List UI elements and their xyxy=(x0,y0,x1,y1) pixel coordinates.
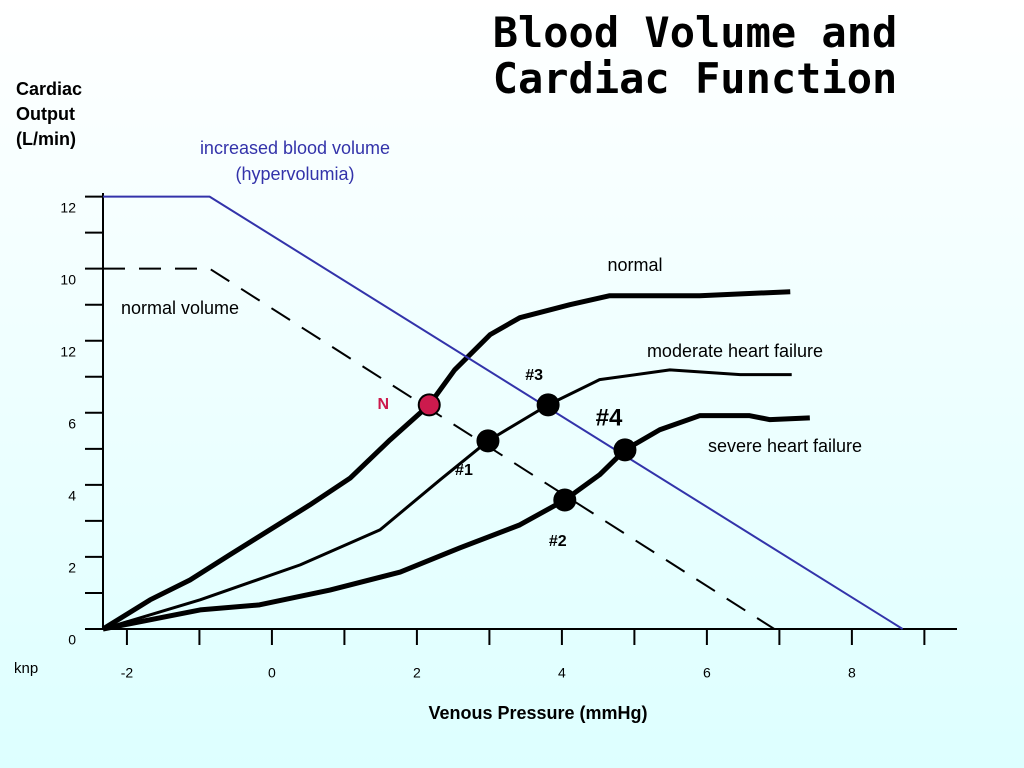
point-label: #1 xyxy=(455,462,473,479)
x-axis-title: Venous Pressure (mmHg) xyxy=(428,703,648,723)
series-label: severe heart failure xyxy=(707,436,863,456)
point-label: #3 xyxy=(525,367,543,384)
operating-point xyxy=(476,429,500,453)
series-label: increased blood volume (hypervolumia) xyxy=(199,138,391,184)
y-tick-label: 10 xyxy=(60,271,76,287)
title: Blood Volume and Cardiac Function xyxy=(492,8,898,103)
y-axis-title: Cardiac Output (L/min) xyxy=(16,79,83,149)
series-label: normal xyxy=(607,255,663,275)
y-tick-label: 12 xyxy=(60,343,76,359)
operating-point xyxy=(536,393,560,417)
operating-point xyxy=(613,438,637,462)
y-tick-label: 0 xyxy=(68,632,76,648)
series-line xyxy=(103,267,775,630)
x-tick-label: 0 xyxy=(268,665,276,681)
y-tick-label: 4 xyxy=(68,488,76,504)
x-tick-label: 8 xyxy=(848,665,856,681)
operating-point xyxy=(553,488,577,512)
x-tick-label: 2 xyxy=(413,665,421,681)
y-tick-label: 12 xyxy=(60,199,76,215)
series-label: normal volume xyxy=(120,298,240,318)
y-tick-label: 6 xyxy=(68,416,76,432)
x-tick-label: 4 xyxy=(558,665,566,681)
series-label: moderate heart failure xyxy=(646,341,824,361)
x-tick-label: -2 xyxy=(121,665,134,681)
x-axis-note: knp xyxy=(14,660,39,677)
point-label: #4 xyxy=(596,404,623,431)
series-line xyxy=(103,195,904,630)
x-tick-label: 6 xyxy=(703,665,711,681)
operating-point xyxy=(417,393,441,417)
point-label: N xyxy=(377,396,389,413)
series-line xyxy=(102,368,792,631)
y-tick-label: 2 xyxy=(68,560,76,576)
series-line xyxy=(101,289,791,632)
point-label: #2 xyxy=(549,533,567,550)
